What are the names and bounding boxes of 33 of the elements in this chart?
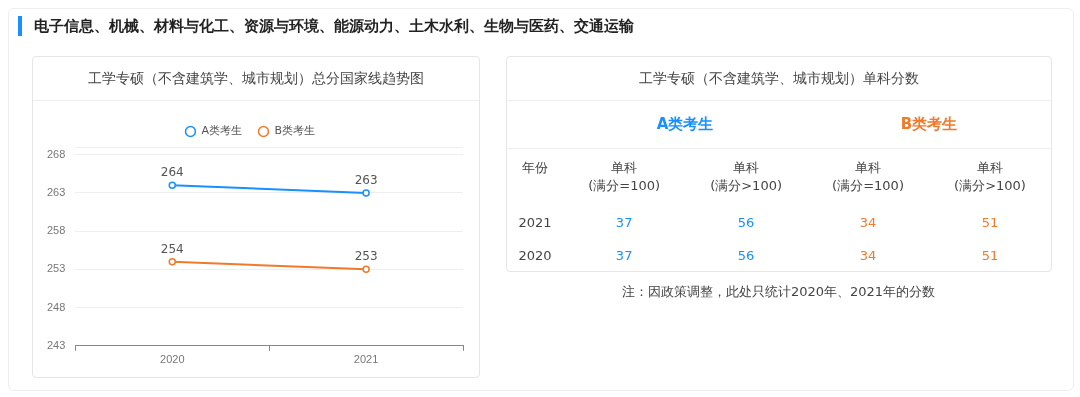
text: 工学专硕（不含建筑学、城市规划）单科分数: [507, 57, 1051, 101]
text: 单科 (满分=100): [831, 159, 905, 196]
y-tick-label: 258: [46, 224, 66, 237]
text: 2021: [517, 214, 553, 232]
text: 37: [614, 214, 634, 232]
text: 电子信息、机械、材料与化工、资源与环境、能源动力、土木水利、生物与医药、交通运输: [18, 16, 634, 36]
text: 单科 (满分>100): [953, 159, 1027, 196]
legend-label: A类考生: [201, 124, 242, 138]
text: 51: [980, 247, 1000, 265]
legend-label: B类考生: [274, 124, 316, 138]
data-label: 253: [354, 249, 378, 264]
text: 34: [858, 214, 878, 232]
y-tick-label: 243: [46, 338, 66, 351]
y-tick-label: 248: [46, 300, 66, 313]
text: 37: [614, 247, 634, 265]
text: 2020: [517, 247, 553, 265]
text: B类考生: [899, 113, 959, 135]
chart-title: 工学专硕（不含建筑学、城市规划）总分国家线趋势图: [33, 57, 479, 101]
y-tick-label: 263: [46, 185, 66, 198]
text: 注：因政策调整，此处只统计2020年、2021年的分数: [620, 283, 937, 301]
data-label: 254: [160, 241, 184, 256]
data-label: 264: [160, 165, 184, 180]
y-tick-label: 253: [46, 262, 66, 275]
data-label: 263: [354, 173, 378, 187]
text: 年份: [521, 158, 550, 177]
text: 56: [736, 214, 756, 232]
text: 单科 (满分=100): [587, 159, 662, 196]
text: 34: [858, 247, 878, 265]
text: 56: [736, 247, 756, 265]
text: A类考生: [655, 113, 715, 135]
y-tick-label: 268: [46, 147, 66, 160]
text: 单科 (满分>100): [709, 159, 783, 196]
text: 51: [980, 214, 1000, 232]
